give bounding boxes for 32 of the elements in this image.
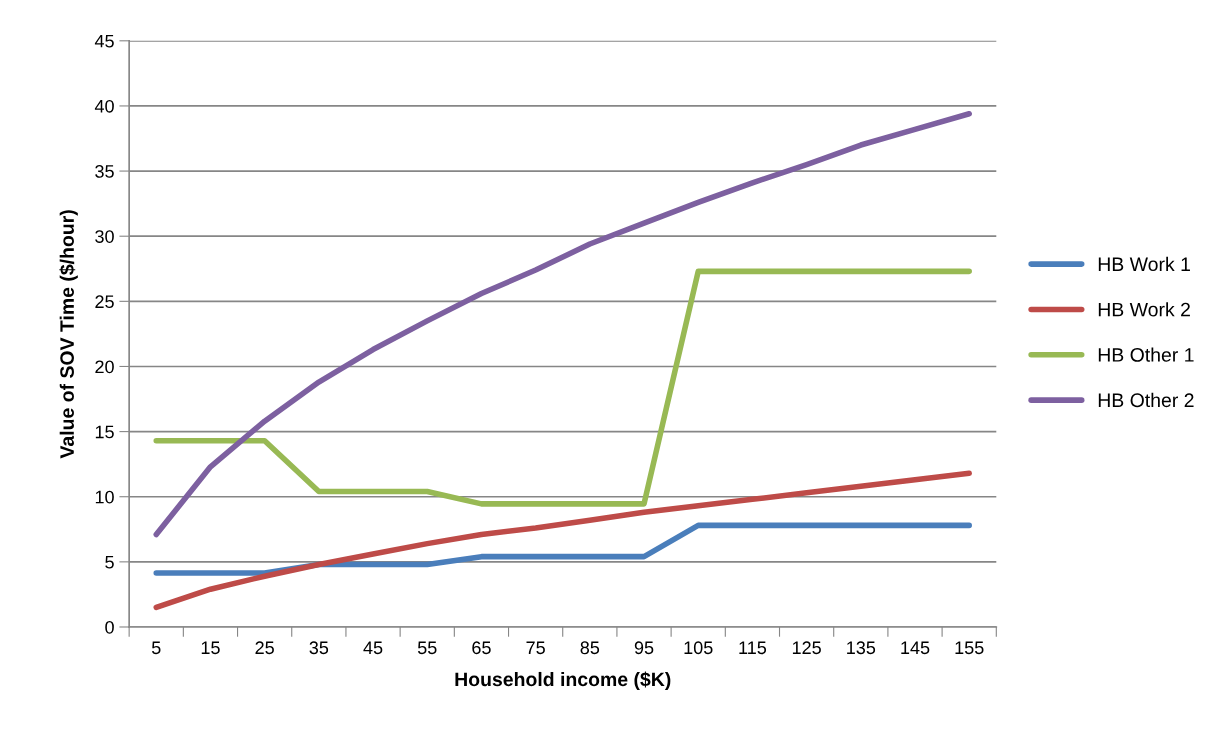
x-tick-label: 105 [684,641,713,655]
y-tick-label: 25 [95,295,114,309]
x-tick-label: 135 [847,641,876,655]
y-axis-title: Value of SOV Time ($/hour) [59,210,78,459]
y-tick-label: 35 [95,165,114,178]
x-tick-label: 155 [955,641,984,655]
x-axis-title: Household income ($K) [455,671,671,691]
y-tick-label: 45 [94,34,114,48]
legend-label: HB Other 1 [1098,347,1194,362]
legend-label: HB Work 1 [1098,256,1190,272]
legend-label: HB Other 2 [1098,392,1194,408]
y-tick-label: 30 [95,230,114,243]
y-tick-label: 10 [95,490,114,504]
x-tick-label: 85 [580,641,600,655]
y-tick-label: 20 [95,360,114,374]
y-tick-label: 5 [105,555,114,569]
x-tick-label: 25 [255,641,274,655]
y-tick-label: 40 [94,99,114,113]
x-tick-label: 125 [792,641,821,655]
legend-label: HB Work 2 [1098,302,1190,317]
x-tick-label: 45 [363,641,383,655]
x-tick-label: 145 [901,641,930,655]
x-tick-label: 75 [526,641,545,655]
x-tick-label: 95 [634,641,654,655]
x-tick-label: 65 [472,641,491,655]
x-tick-label: 55 [417,641,437,655]
x-tick-label: 15 [201,641,220,655]
y-tick-label: 15 [95,425,114,439]
x-tick-label: 35 [309,641,329,655]
x-tick-label: 115 [739,641,767,655]
x-tick-label: 5 [151,641,161,655]
y-tick-label: 0 [105,620,114,634]
